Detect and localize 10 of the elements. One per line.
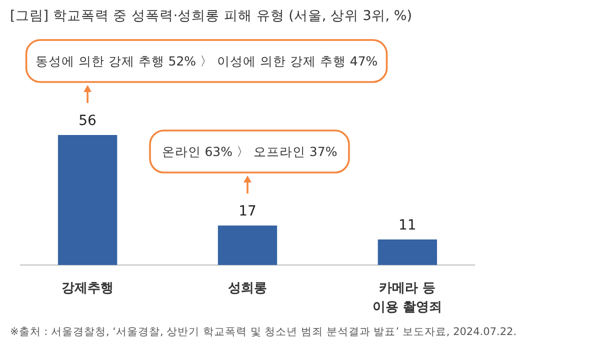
x-tick-label: 카메라 등 이용 촬영죄 — [372, 281, 442, 315]
text: ※출처 : 서울경찰청, ‘서울경찰, 상반기 학교폭력 및 청소년 범죄 분석결과 발표’ 보도자료, 2024.07.22. — [10, 326, 517, 338]
x-tick-label: 성희롱 — [228, 281, 267, 296]
x-tick-label: 강제추행 — [62, 281, 114, 296]
annotation: 온라인 63% 〉 오프라인 37% — [162, 144, 338, 160]
text: 동성에 의한 강제 추행 52% 〉 이성에 의한 강제 추행 47% — [35, 54, 378, 68]
chart-title: [그림] 학교폭력 중 성폭력·성희롱 피해 유형 (서울, 상위 3위, %) — [10, 8, 412, 24]
data-label: 17 — [238, 204, 256, 220]
data-label: 56 — [78, 113, 97, 129]
data-label: 11 — [398, 217, 416, 234]
